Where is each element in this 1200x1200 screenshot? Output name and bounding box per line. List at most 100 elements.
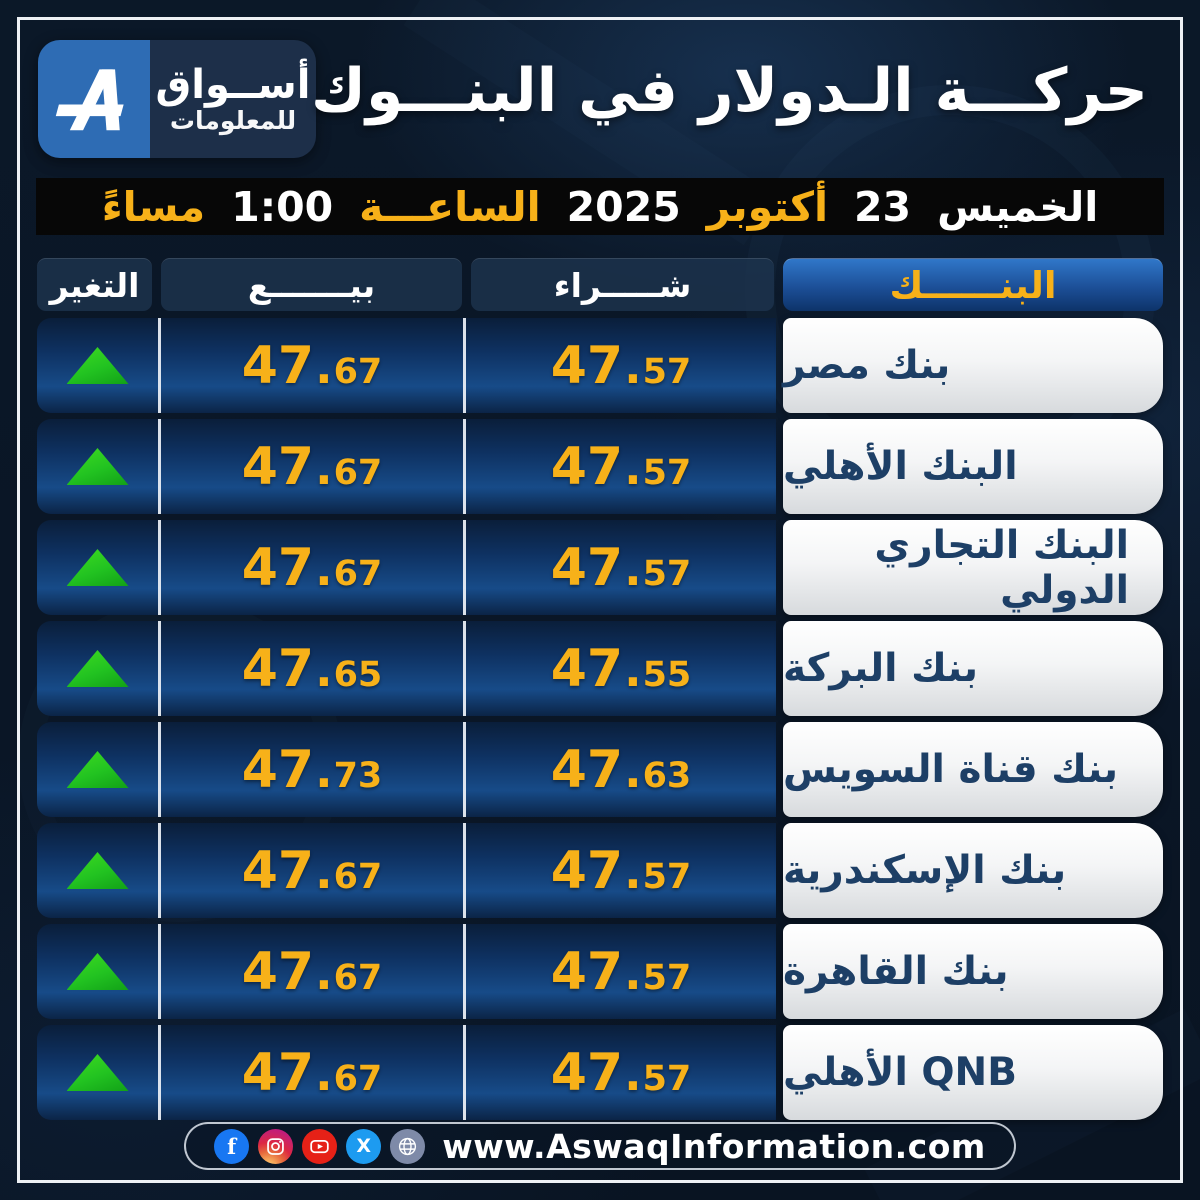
sell-value: 47. 73	[241, 739, 383, 800]
buy-cell: 47. 57	[466, 419, 776, 514]
buy-value: 47. 57	[550, 840, 692, 901]
bank-name: بنك مصر	[783, 343, 951, 388]
brand-name: أســواق	[155, 61, 311, 108]
buy-cell: 47. 55	[466, 621, 776, 716]
date-text: الخميس 23 أكتوبر 2025 الساعـــة 1:00 مساءً	[102, 183, 1099, 231]
table-row: 47. 67 47. 57 QNB الأهلي	[37, 1025, 1163, 1120]
globe-icon[interactable]	[390, 1128, 426, 1164]
sell-cell: 47. 67	[161, 823, 466, 918]
table-row: 47. 67 47. 57 البنك التجاري الدولي	[37, 520, 1163, 615]
table-row: 47. 67 47. 57 بنك القاهرة	[37, 924, 1163, 1019]
date-bar: الخميس 23 أكتوبر 2025 الساعـــة 1:00 مساءً	[36, 178, 1164, 235]
column-header-change: التغير	[37, 258, 152, 311]
buy-value: 47. 55	[550, 638, 692, 699]
buy-cell: 47. 63	[466, 722, 776, 817]
buy-value: 47. 57	[550, 436, 692, 497]
sell-value: 47. 67	[241, 335, 383, 396]
brand-logo-text: أســواق للمعلومات	[150, 40, 316, 158]
buy-value: 47. 63	[550, 739, 692, 800]
bank-name: البنك التجاري الدولي	[874, 522, 1129, 613]
bank-name-cell: بنك قناة السويس	[783, 722, 1163, 817]
sell-value: 47. 65	[241, 638, 383, 699]
change-cell	[37, 621, 161, 716]
table-row: 47. 65 47. 55 بنك البركة	[37, 621, 1163, 716]
bank-name: بنك قناة السويس	[783, 747, 1119, 792]
x-icon[interactable]: X	[346, 1128, 382, 1164]
table-row: 47. 67 47. 57 البنك الأهلي	[37, 419, 1163, 514]
brand-logo-a-icon	[38, 40, 150, 158]
sell-value: 47. 67	[241, 436, 383, 497]
buy-cell: 47. 57	[466, 1025, 776, 1120]
cell-gap	[776, 722, 783, 817]
cell-gap	[776, 924, 783, 1019]
date-segment: الساعـــة	[359, 182, 541, 231]
change-cell	[37, 1025, 161, 1120]
table-row: 47. 67 47. 57 بنك مصر	[37, 318, 1163, 413]
table-header-row: التغير بيـــــــع شـــــراء البنــــــك	[37, 258, 1163, 311]
youtube-icon[interactable]	[302, 1128, 338, 1164]
change-arrow-icon	[66, 347, 129, 384]
change-cell	[37, 419, 161, 514]
bank-name: بنك البركة	[783, 646, 978, 691]
column-header-bank: البنــــــك	[783, 258, 1163, 311]
buy-cell: 47. 57	[466, 520, 776, 615]
bank-name-cell: بنك البركة	[783, 621, 1163, 716]
bank-name: بنك القاهرة	[783, 949, 1009, 994]
table-row: 47. 67 47. 57 بنك الإسكندرية	[37, 823, 1163, 918]
bank-name-cell: QNB الأهلي	[783, 1025, 1163, 1120]
sell-value: 47. 67	[241, 1042, 383, 1103]
date-segment: أكتوبر	[706, 182, 829, 231]
sell-value: 47. 67	[241, 537, 383, 598]
date-segment: مساءً	[101, 182, 206, 231]
change-arrow-icon	[66, 650, 129, 687]
sell-cell: 47. 65	[161, 621, 466, 716]
column-header-buy: شـــــراء	[471, 258, 774, 311]
change-cell	[37, 722, 161, 817]
change-arrow-icon	[66, 751, 129, 788]
bank-name-cell: بنك الإسكندرية	[783, 823, 1163, 918]
brand-tagline: للمعلومات	[169, 105, 297, 135]
change-arrow-icon	[66, 852, 129, 889]
sell-cell: 47. 73	[161, 722, 466, 817]
bank-name: QNB الأهلي	[783, 1050, 1017, 1095]
bank-name-cell: البنك الأهلي	[783, 419, 1163, 514]
change-cell	[37, 924, 161, 1019]
brand-logo: أســواق للمعلومات	[38, 40, 316, 158]
website-pill[interactable]: f X	[184, 1122, 1016, 1170]
bank-name-cell: بنك القاهرة	[783, 924, 1163, 1019]
website-url[interactable]: www.AswaqInformation.com	[442, 1126, 986, 1166]
instagram-icon[interactable]	[258, 1128, 294, 1164]
date-segment: 1:00	[231, 182, 334, 231]
change-cell	[37, 823, 161, 918]
buy-cell: 47. 57	[466, 318, 776, 413]
sell-value: 47. 67	[241, 840, 383, 901]
sell-value: 47. 67	[241, 941, 383, 1002]
change-cell	[37, 318, 161, 413]
cell-gap	[776, 520, 783, 615]
date-segment: الخميس	[937, 182, 1099, 231]
sell-cell: 47. 67	[161, 318, 466, 413]
cell-gap	[776, 1025, 783, 1120]
buy-cell: 47. 57	[466, 924, 776, 1019]
date-segment: 2025	[566, 182, 681, 231]
sell-cell: 47. 67	[161, 924, 466, 1019]
cell-gap	[776, 621, 783, 716]
cell-gap	[776, 318, 783, 413]
change-cell	[37, 520, 161, 615]
rates-table: التغير بيـــــــع شـــــراء البنــــــك …	[37, 258, 1163, 1126]
facebook-icon[interactable]: f	[214, 1128, 250, 1164]
sell-cell: 47. 67	[161, 1025, 466, 1120]
buy-value: 47. 57	[550, 335, 692, 396]
bank-name-cell: البنك التجاري الدولي	[783, 520, 1163, 615]
sell-cell: 47. 67	[161, 520, 466, 615]
change-arrow-icon	[66, 549, 129, 586]
bank-name: البنك الأهلي	[783, 444, 1018, 489]
cell-gap	[776, 419, 783, 514]
buy-cell: 47. 57	[466, 823, 776, 918]
change-arrow-icon	[66, 1054, 129, 1091]
change-arrow-icon	[66, 448, 129, 485]
table-row: 47. 73 47. 63 بنك قناة السويس	[37, 722, 1163, 817]
bank-name-cell: بنك مصر	[783, 318, 1163, 413]
rates-table-body: 47. 67 47. 57 بنك مصر 47. 67 47. 57	[37, 318, 1163, 1120]
